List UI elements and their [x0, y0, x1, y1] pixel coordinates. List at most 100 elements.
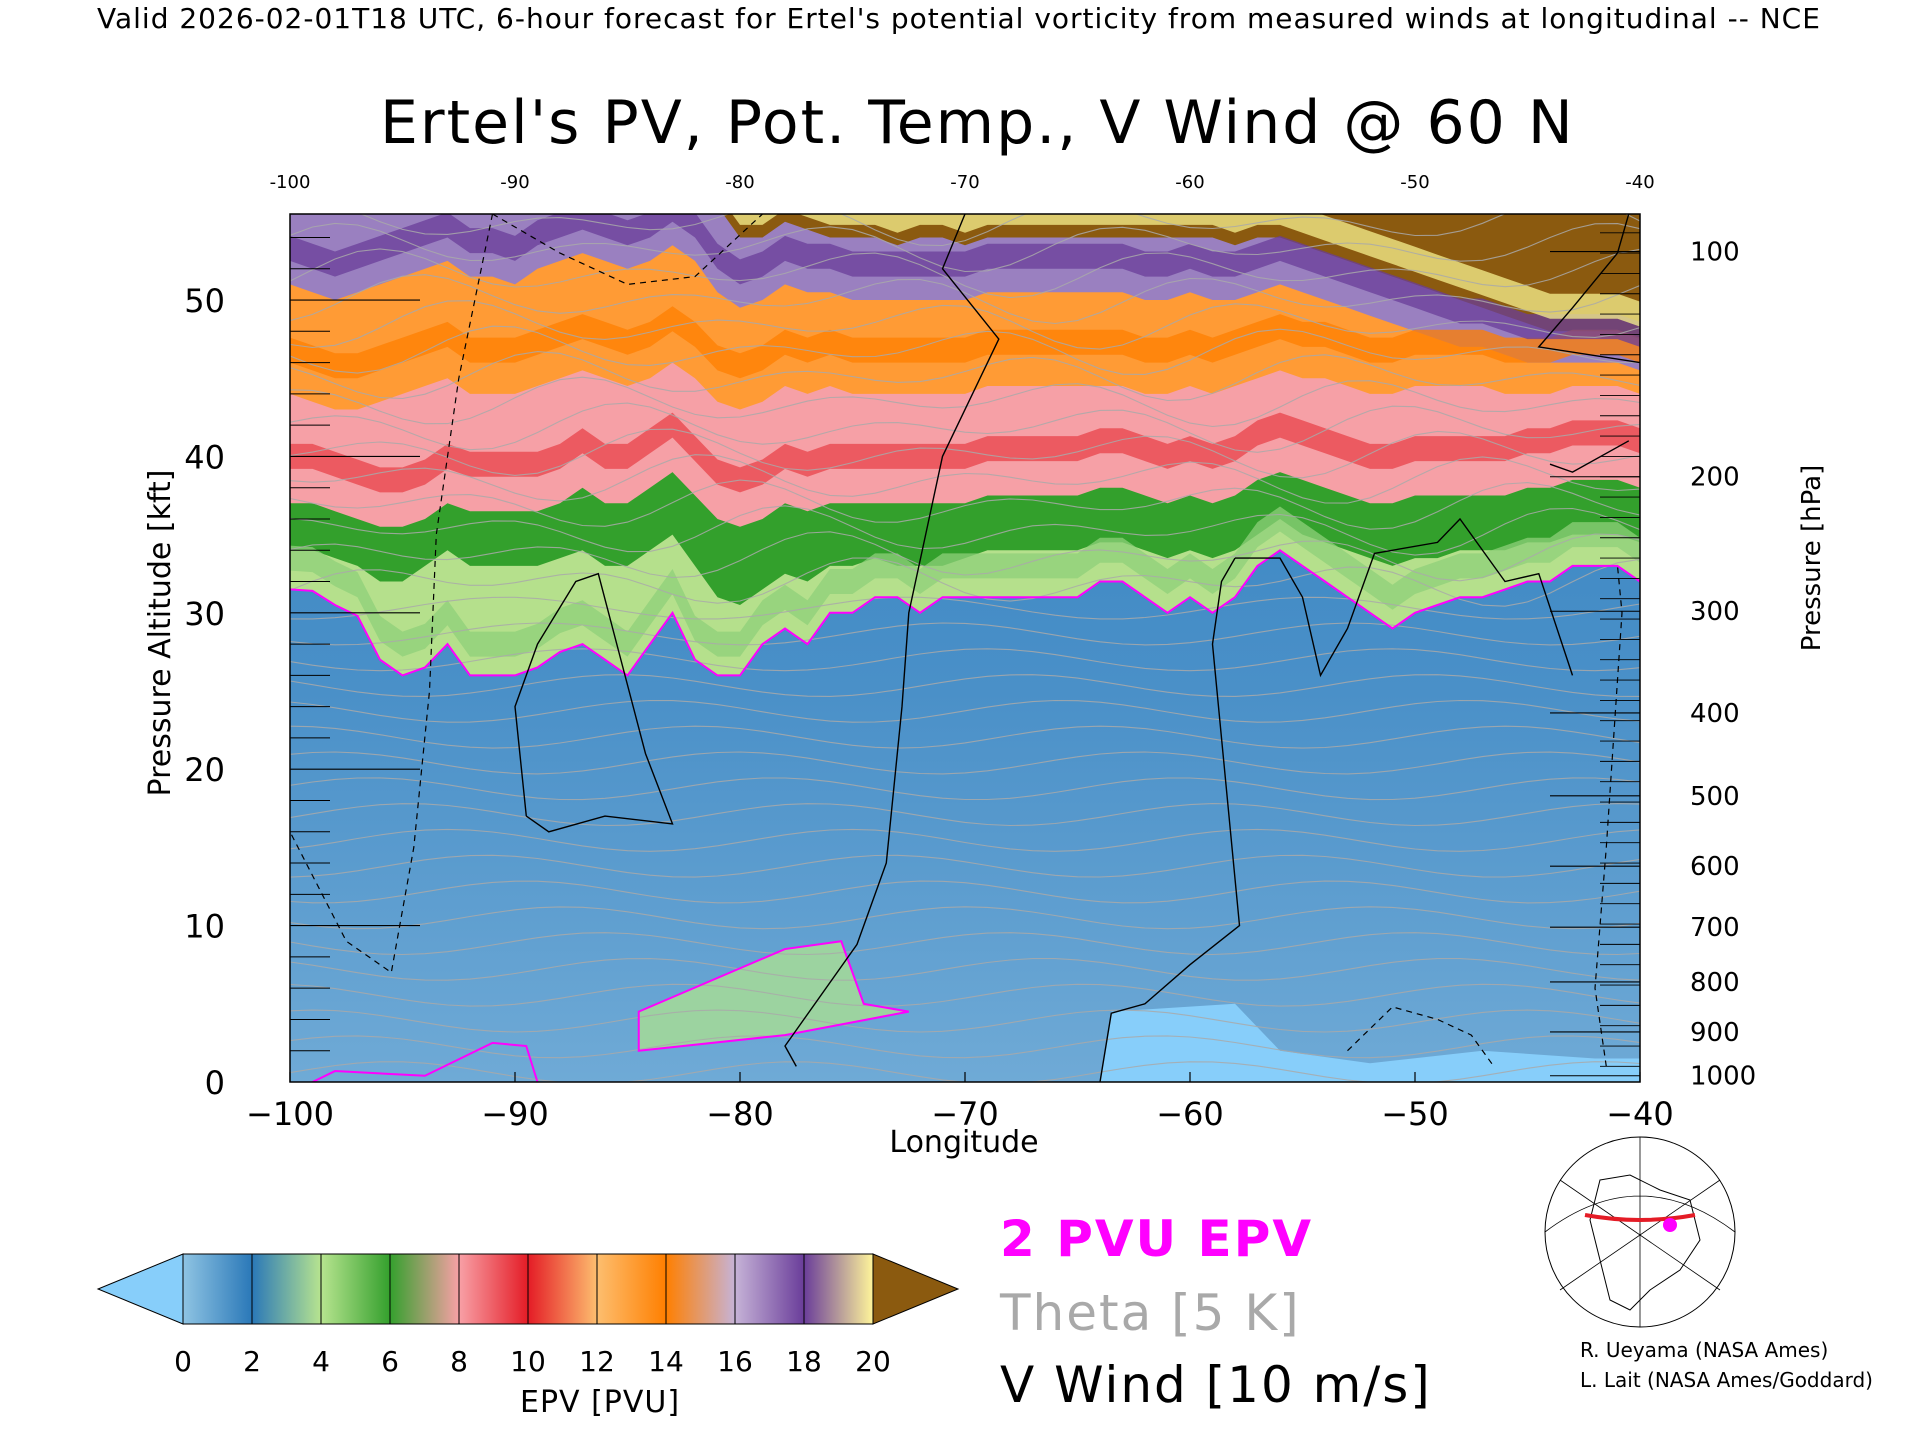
colorbar-tick-label: 12: [579, 1345, 615, 1378]
theta-contour: [290, 351, 1640, 402]
theta-contour: [290, 1009, 1640, 1033]
colorbar-segment: [251, 1253, 322, 1325]
v-wind-contour-negative: [1347, 1006, 1495, 1067]
map-section-line: [1584, 1213, 1696, 1222]
top-tick-label: -80: [725, 172, 754, 193]
y-tick-label: 20: [184, 751, 225, 789]
y-tick-label: 30: [184, 595, 225, 633]
theta-contour: [290, 674, 1640, 697]
colorbar-segment: [665, 1253, 736, 1325]
epv-2pvu-contour: [312, 1041, 539, 1082]
colorbar-tick-label: 16: [717, 1345, 753, 1378]
theta-contour: [290, 402, 1640, 453]
colorbar-segment: [389, 1253, 460, 1325]
theta-contour: [290, 248, 1640, 299]
plot-area: [290, 214, 1640, 1082]
theta-contour: [290, 983, 1640, 1007]
theta-contour: [290, 505, 1640, 556]
v-wind-contour: [1537, 214, 1640, 364]
y-tick-label: 40: [184, 438, 225, 476]
colorbar-tick-label: 2: [243, 1345, 261, 1378]
x-tick-label: −50: [1381, 1095, 1449, 1133]
colorbar-tick-label: 18: [786, 1345, 822, 1378]
pressure-tick-label: 100: [1690, 238, 1740, 268]
epv-2pvu-contour: [290, 549, 1640, 677]
theta-contour: [290, 854, 1640, 878]
theta-contour: [290, 1035, 1640, 1059]
colorbar-segment: [734, 1253, 805, 1325]
legend-wind: V Wind [10 m/s]: [1000, 1356, 1432, 1414]
map-coastlines: [1589, 1174, 1701, 1311]
theta-contour: [290, 777, 1640, 801]
colorbar-tick-label: 20: [855, 1345, 891, 1378]
theta-contour: [290, 622, 1640, 646]
y-tick-label: 50: [184, 282, 225, 320]
colorbar-segment: [803, 1253, 874, 1325]
pv-shade-14: [290, 214, 1640, 347]
colorbar-tick-label: 0: [174, 1345, 192, 1378]
theta-contour: [290, 828, 1640, 852]
pressure-tick-label: 300: [1690, 597, 1740, 627]
colorbar-label: EPV [PVU]: [520, 1385, 681, 1420]
theta-contour: [290, 958, 1640, 981]
pv-shade-2: [290, 506, 1640, 657]
v-wind-contour: [1549, 440, 1630, 473]
low-level-pv-blob: [638, 941, 909, 1051]
v-wind-contour: [1235, 517, 1574, 678]
theta-contour: [290, 300, 1640, 350]
x-tick-label: −40: [1606, 1095, 1674, 1133]
pressure-tick-label: 800: [1690, 968, 1740, 998]
pressure-tick-label: 1000: [1690, 1062, 1756, 1092]
theta-contour: [290, 325, 1640, 375]
colorbar-segment: [182, 1253, 253, 1325]
top-tick-label: -90: [500, 172, 529, 193]
pressure-tick-label: 600: [1690, 852, 1740, 882]
v-wind-contour: [784, 214, 1000, 1067]
theta-contour: [290, 222, 1640, 273]
top-tick-label: -60: [1175, 172, 1204, 193]
theta-contour: [290, 428, 1640, 479]
pv-shade-10: [290, 306, 1640, 379]
colorbar-segment: [596, 1253, 667, 1325]
colorbar-under-arrow: [96, 1253, 184, 1325]
epv-2pvu-contour: [637, 940, 909, 1052]
v-wind-contour: [1099, 557, 1241, 1082]
theta-contour: [290, 751, 1640, 775]
pressure-tick-label: 500: [1690, 782, 1740, 812]
theta-contour: [290, 803, 1640, 827]
v-wind-contour: [514, 572, 674, 833]
colorbar-tick-label: 4: [312, 1345, 330, 1378]
top-tick-label: -50: [1400, 172, 1429, 193]
chart-title: Ertel's PV, Pot. Temp., V Wind @ 60 N: [380, 88, 1575, 158]
x-tick-label: −60: [1156, 1095, 1224, 1133]
y-axis-label: Pressure Altitude [kft]: [143, 470, 178, 797]
header-text: Valid 2026-02-01T18 UTC, 6-hour forecast…: [97, 2, 1821, 35]
top-tick-label: -40: [1625, 172, 1654, 193]
credit-line-1: R. Ueyama (NASA Ames): [1580, 1338, 1829, 1362]
theta-contour: [290, 376, 1640, 428]
pressure-tick-label: 900: [1690, 1018, 1740, 1048]
legend-epv: 2 PVU EPV: [1000, 1210, 1314, 1268]
colorbar-tick-label: 8: [450, 1345, 468, 1378]
map-location-dot: [1663, 1218, 1677, 1232]
theta-contour: [290, 596, 1640, 620]
y-tick-label: 0: [205, 1064, 225, 1102]
theta-contour: [290, 648, 1640, 672]
y2-axis-label: Pressure [hPa]: [1797, 465, 1827, 652]
colorbar-tick-label: 6: [381, 1345, 399, 1378]
theta-contour: [290, 454, 1640, 504]
theta-contour: [290, 557, 1640, 607]
credit-line-2: L. Lait (NASA Ames/Goddard): [1580, 1368, 1873, 1392]
colorbar-segment: [527, 1253, 598, 1325]
map-graticule: [1544, 1137, 1736, 1327]
theta-contour: [290, 531, 1640, 582]
v-wind-contour-negative: [1594, 565, 1623, 1067]
x-axis-label: Longitude: [889, 1125, 1038, 1160]
theta-contour: [290, 880, 1640, 904]
theta-contour: [290, 725, 1640, 749]
colorbar-over-arrow: [872, 1253, 960, 1325]
theta-contour: [359, 214, 1640, 247]
x-tick-label: −80: [706, 1095, 774, 1133]
